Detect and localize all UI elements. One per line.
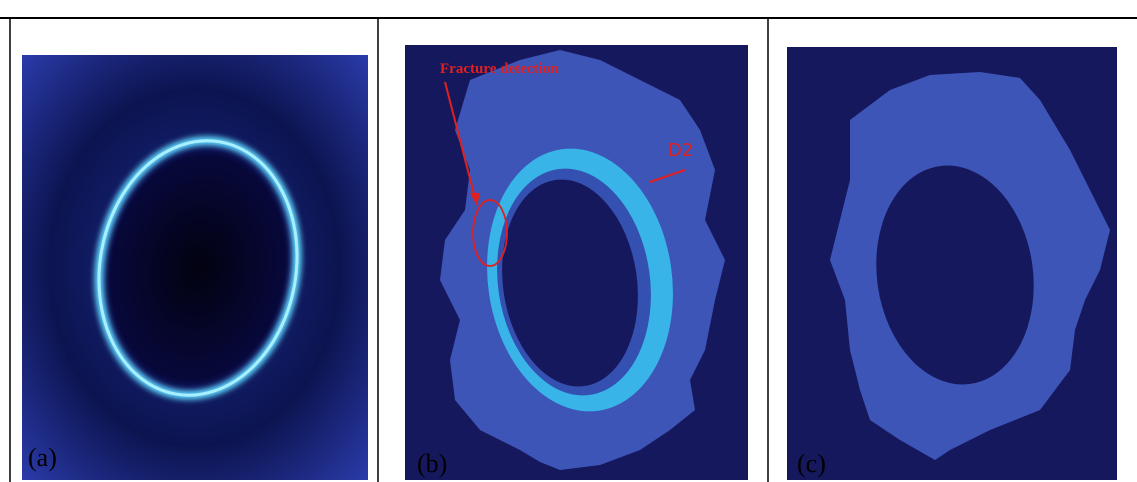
panel-label: (b) (417, 449, 447, 478)
panel-label: (c) (797, 449, 826, 478)
panel-c: (c) (787, 47, 1117, 480)
annotation: D2 (668, 140, 693, 161)
figure: (a) Fracture detection D2 (b) (c) (0, 0, 1137, 482)
panel-a: (a) (22, 55, 368, 480)
annotation: Fracture detection (440, 61, 559, 77)
panel-b: Fracture detection D2 (b) (405, 45, 748, 480)
panel-label: (a) (28, 443, 57, 472)
